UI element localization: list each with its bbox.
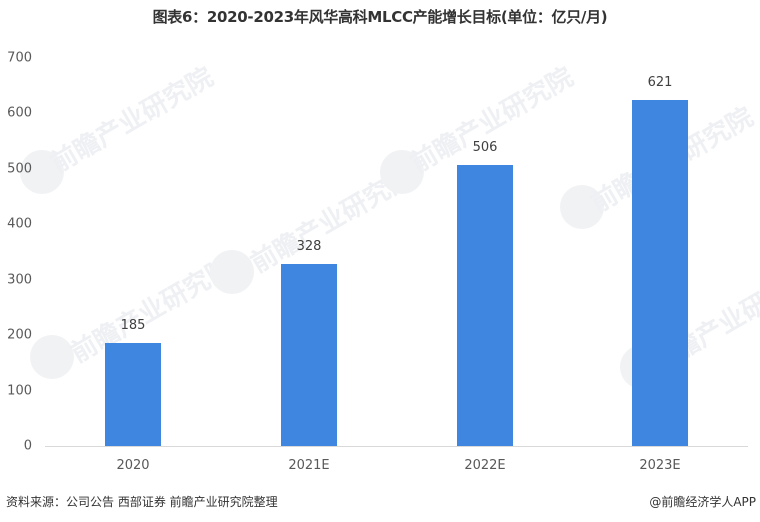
y-tick-label: 0	[23, 438, 32, 454]
watermark-text: 前瞻产业研究院	[45, 62, 219, 180]
bar-2021e	[281, 264, 337, 446]
bar-2022e	[457, 165, 513, 446]
watermark-logo-icon	[30, 335, 74, 379]
watermark-text: 前瞻产业研究院	[245, 162, 419, 280]
bar-2023e	[632, 100, 688, 446]
watermark-logo-icon	[560, 185, 604, 229]
bar-2020	[105, 343, 161, 446]
x-tick-label: 2023E	[639, 458, 681, 473]
y-tick-label: 200	[7, 327, 32, 343]
y-tick-label: 400	[7, 216, 32, 232]
y-tick-label: 100	[7, 383, 32, 399]
watermark-text: 前瞻产业研究院	[405, 62, 579, 180]
y-tick-label: 500	[7, 161, 32, 177]
data-label: 506	[472, 140, 498, 155]
data-label: 328	[296, 239, 322, 254]
x-tick-label: 2021E	[288, 458, 330, 473]
x-tick-label: 2022E	[464, 458, 506, 473]
data-label: 621	[647, 75, 673, 90]
data-label: 185	[120, 318, 146, 333]
watermark-logo-icon	[380, 150, 424, 194]
source-note: 资料来源：公司公告 西部证券 前瞻产业研究院整理	[6, 495, 278, 509]
x-axis-line	[45, 446, 748, 447]
y-tick-label: 700	[7, 50, 32, 66]
y-tick-label: 300	[7, 272, 32, 288]
chart-title: 图表6：2020-2023年风华高科MLCC产能增长目标(单位：亿只/月)	[152, 8, 608, 26]
credit-note: @前瞻经济学人APP	[649, 495, 756, 509]
y-tick-label: 600	[7, 105, 32, 121]
x-tick-label: 2020	[116, 458, 150, 473]
watermark-logo-icon	[210, 250, 254, 294]
